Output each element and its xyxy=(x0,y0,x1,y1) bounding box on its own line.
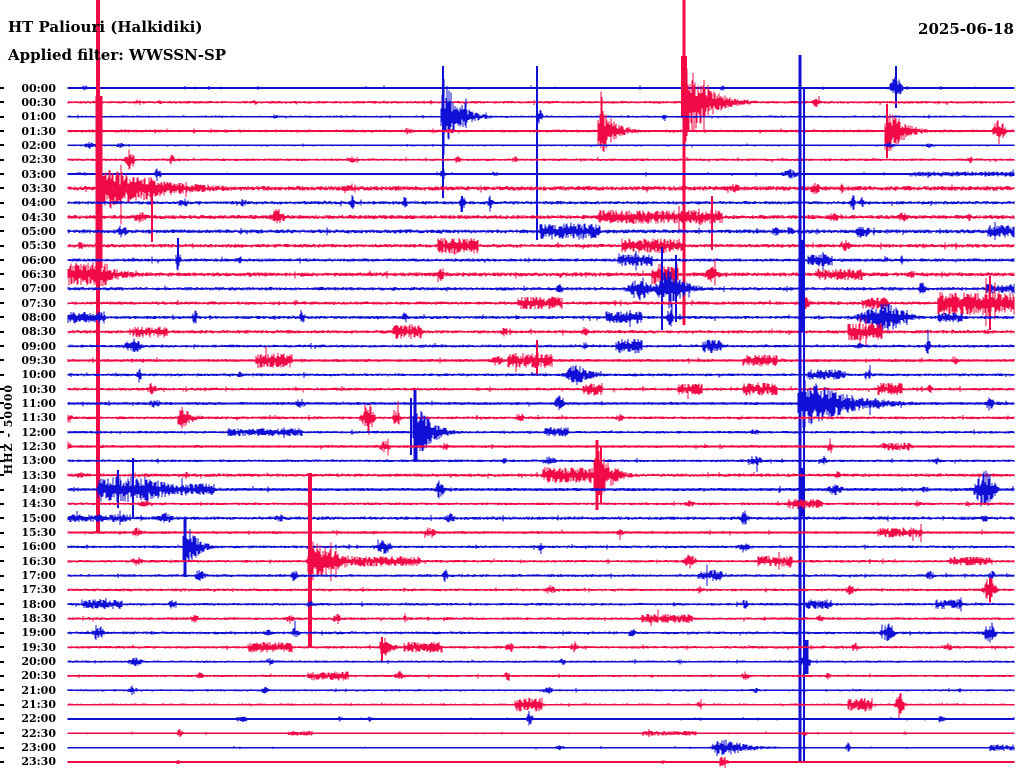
time-label-0130: 01:30 xyxy=(21,124,56,138)
trace-1530 xyxy=(67,524,1015,542)
date-label: 2025-06-18 xyxy=(918,20,1014,38)
time-label-2030: 20:30 xyxy=(21,669,56,683)
trace-1700 xyxy=(67,564,1015,586)
time-label-0930: 09:30 xyxy=(21,353,56,367)
trace-1230 xyxy=(67,438,1015,456)
time-label-1630: 16:30 xyxy=(21,554,56,568)
time-label-2130: 21:30 xyxy=(21,698,56,712)
trace-1300 xyxy=(67,456,1015,472)
time-label-1300: 13:00 xyxy=(21,454,56,468)
time-label-1230: 12:30 xyxy=(21,440,56,453)
time-label-1900: 19:00 xyxy=(21,626,56,640)
time-label-1830: 18:30 xyxy=(21,612,56,626)
time-label-1600: 16:00 xyxy=(21,540,56,554)
time-label-0730: 07:30 xyxy=(21,296,56,310)
trace-2330 xyxy=(67,756,1015,769)
trace-0030 xyxy=(67,68,1015,146)
trace-1130 xyxy=(67,401,1015,436)
time-label-1700: 17:00 xyxy=(21,569,56,583)
trace-0300 xyxy=(67,168,1015,181)
time-label-1130: 11:30 xyxy=(21,411,56,425)
trace-2030 xyxy=(67,671,1015,682)
trace-1730 xyxy=(67,577,1015,603)
trace-0200 xyxy=(67,142,1015,149)
trace-0600 xyxy=(67,251,1015,273)
time-label-2230: 22:30 xyxy=(21,726,56,740)
trace-2300 xyxy=(67,739,1015,756)
channel-scale-label: HHZ - 50000 xyxy=(2,384,15,475)
time-label-0530: 05:30 xyxy=(21,239,56,253)
time-label-0300: 03:00 xyxy=(21,167,56,181)
trace-1500 xyxy=(67,510,1015,525)
trace-1800 xyxy=(67,597,1015,612)
trace-2230 xyxy=(67,729,1015,737)
time-label-1500: 15:00 xyxy=(21,511,56,525)
time-label-0230: 02:30 xyxy=(21,153,56,167)
time-label-0500: 05:00 xyxy=(21,224,56,238)
trace-0230 xyxy=(67,149,1015,170)
time-label-1330: 13:30 xyxy=(21,468,56,482)
time-label-2300: 23:00 xyxy=(21,741,56,755)
time-label-0700: 07:00 xyxy=(21,282,56,296)
time-label-1430: 14:30 xyxy=(21,497,56,511)
trace-1100 xyxy=(67,378,1015,428)
time-label-0830: 08:30 xyxy=(21,325,56,339)
time-label-0200: 02:00 xyxy=(21,138,56,152)
time-label-1200: 12:00 xyxy=(21,425,56,439)
trace-1200 xyxy=(67,405,1015,462)
time-label-1800: 18:00 xyxy=(21,597,56,611)
trace-0930 xyxy=(67,346,1015,372)
time-label-1100: 11:00 xyxy=(21,396,56,410)
time-label-0900: 09:00 xyxy=(21,339,56,353)
trace-1600 xyxy=(67,528,1015,572)
time-axis: 00:00 00:30 01:00 01:30 02:00 02:30 03:00 03:30… xyxy=(0,0,60,780)
trace-2100 xyxy=(67,685,1015,695)
time-label-0430: 04:30 xyxy=(21,210,56,224)
time-label-0100: 01:00 xyxy=(21,110,56,124)
station-title: HT Paliouri (Halkidiki) xyxy=(8,18,203,36)
time-label-2330: 23:30 xyxy=(21,755,56,769)
time-label-0800: 08:00 xyxy=(21,310,56,324)
trace-1930 xyxy=(67,637,1015,661)
trace-0400 xyxy=(67,194,1015,212)
time-label-1400: 14:00 xyxy=(21,483,56,497)
trace-0630 xyxy=(67,259,1015,287)
trace-1900 xyxy=(67,620,1015,643)
trace-1630 xyxy=(67,538,1015,585)
trace-1030 xyxy=(67,382,1015,399)
time-label-1030: 10:30 xyxy=(21,382,56,396)
time-label-0030: 00:30 xyxy=(21,95,56,109)
time-label-0330: 03:30 xyxy=(21,181,56,195)
trace-2130 xyxy=(67,692,1015,718)
time-label-2100: 21:00 xyxy=(21,683,56,697)
trace-0530 xyxy=(67,238,1015,255)
trace-1330 xyxy=(67,446,1015,500)
trace-2200 xyxy=(67,711,1015,726)
time-label-0630: 06:30 xyxy=(21,267,56,281)
applied-filter-label: Applied filter: WWSSN-SP xyxy=(8,46,227,64)
time-label-2000: 20:00 xyxy=(21,655,56,669)
trace-1400 xyxy=(67,470,1015,507)
trace-0100 xyxy=(67,78,1015,155)
trace-1830 xyxy=(67,609,1015,626)
trace-0000 xyxy=(67,76,1015,98)
trace-2000 xyxy=(67,651,1015,670)
time-label-2200: 22:00 xyxy=(21,712,56,726)
trace-0500 xyxy=(67,221,1015,240)
trace-1000 xyxy=(67,364,1015,386)
time-label-1530: 15:30 xyxy=(21,526,56,540)
time-label-0000: 00:00 xyxy=(21,81,56,95)
time-label-1000: 10:00 xyxy=(21,368,56,382)
time-label-1730: 17:30 xyxy=(21,583,56,597)
time-label-0400: 04:00 xyxy=(21,196,56,210)
time-label-0600: 06:00 xyxy=(21,253,56,267)
trace-1430 xyxy=(67,498,1015,509)
time-label-1930: 19:30 xyxy=(21,640,56,654)
